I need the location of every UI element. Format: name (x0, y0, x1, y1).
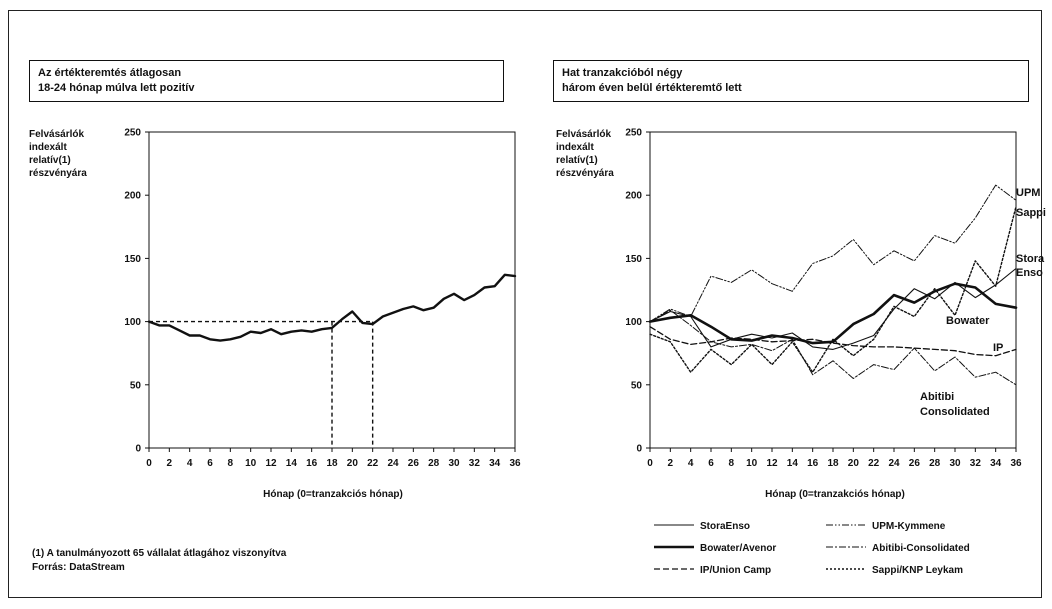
right-x-tick-label: 2 (668, 458, 674, 469)
right-title-box: Hat tranzakcióból négy három éven belül … (553, 60, 1029, 102)
right-ylabel-line-1: Felvásárlók (556, 129, 612, 140)
right-x-tick-label: 32 (970, 458, 982, 469)
right-x-tick-label: 20 (848, 458, 860, 469)
left-ylabel-line-4: részvényára (29, 168, 87, 179)
footnote: (1) A tanulmányozott 65 vállalat átlagáh… (32, 548, 287, 559)
right-ylabel-line-4: részvényára (556, 168, 614, 179)
left-x-tick-label: 32 (469, 458, 481, 469)
left-ylabel-line-2: indexált (29, 142, 67, 153)
left-x-tick-label: 30 (448, 458, 460, 469)
left-y-tick-label: 150 (124, 254, 141, 265)
right-y-tick-label: 50 (631, 380, 643, 391)
right-x-tick-label: 8 (729, 458, 735, 469)
left-ylabel-line-1: Felvásárlók (29, 129, 85, 140)
left-x-tick-label: 28 (428, 458, 440, 469)
left-series-line (147, 273, 517, 342)
legend-label: Bowater/Avenor (700, 543, 776, 554)
right-x-tick-label: 10 (746, 458, 758, 469)
series-abitibi-consolidated (649, 309, 1017, 386)
left-x-axis-label: Hónap (0=tranzakciós hónap) (263, 489, 403, 500)
left-x-tick-label: 14 (286, 458, 298, 469)
right-x-tick-label: 6 (708, 458, 714, 469)
left-x-tick-label: 4 (187, 458, 193, 469)
legend-label: IP/Union Camp (700, 565, 771, 576)
right-x-tick-label: 34 (990, 458, 1002, 469)
series-storaenso (649, 267, 1017, 350)
left-y-tick-label: 50 (130, 380, 142, 391)
left-x-tick-label: 8 (228, 458, 234, 469)
left-x-tick-label: 26 (408, 458, 420, 469)
right-x-tick-label: 16 (807, 458, 819, 469)
series-bowater-avenor (648, 282, 1018, 345)
right-x-tick-label: 28 (929, 458, 941, 469)
left-title-line-2: 18-24 hónap múlva lett pozitív (38, 82, 195, 94)
right-title-line-1: Hat tranzakcióból négy (562, 67, 683, 79)
left-title-box: Az értékteremtés átlagosan 18-24 hónap m… (29, 60, 504, 102)
series-upm-kymmene (649, 184, 1017, 323)
left-x-tick-label: 18 (326, 458, 338, 469)
end-label: Stora (1016, 253, 1045, 265)
right-y-tick-label: 200 (625, 191, 642, 202)
end-label: Sappi (1016, 207, 1046, 219)
right-x-tick-label: 18 (827, 458, 839, 469)
left-x-tick-label: 34 (489, 458, 501, 469)
right-ylabel-line-2: indexált (556, 142, 594, 153)
left-x-tick-label: 12 (265, 458, 277, 469)
figure-frame (8, 10, 1042, 598)
right-x-axis-label: Hónap (0=tranzakciós hónap) (765, 489, 905, 500)
series-sappi-knp-leykam (649, 205, 1017, 373)
legend: StoraEnso Bowater/Avenor IP/Union Camp UPM-… (654, 521, 970, 576)
right-y-tick-label: 100 (625, 317, 642, 328)
left-y-axis-label: Felvásárlók indexált relatív(1) részvény… (29, 128, 87, 180)
legend-label: Sappi/KNP Leykam (872, 565, 963, 576)
left-x-tick-label: 10 (245, 458, 257, 469)
left-x-tick-label: 2 (167, 458, 173, 469)
end-label: Enso (1016, 267, 1043, 279)
left-x-tick-label: 16 (306, 458, 318, 469)
left-x-tick-label: 36 (509, 458, 521, 469)
left-x-tick-label: 20 (347, 458, 359, 469)
right-y-tick-label: 250 (625, 128, 642, 139)
right-x-tick-label: 14 (787, 458, 799, 469)
left-x-tick-label: 6 (207, 458, 213, 469)
right-x-tick-label: 4 (688, 458, 694, 469)
right-plot-area (649, 131, 1017, 449)
right-ylabel-line-3: relatív(1) (556, 155, 598, 166)
right-x-tick-label: 12 (766, 458, 778, 469)
right-x-tick-label: 30 (949, 458, 961, 469)
right-y-tick-label: 0 (636, 444, 642, 455)
left-ylabel-line-3: relatív(1) (29, 155, 71, 166)
left-y-tick-label: 250 (124, 128, 141, 139)
right-x-tick-label: 26 (909, 458, 921, 469)
end-label: Consolidated (920, 406, 990, 418)
left-title-line-1: Az értékteremtés átlagosan (38, 67, 182, 79)
source-note: Forrás: DataStream (32, 562, 125, 573)
end-label: UPM (1016, 187, 1040, 199)
right-y-axis-label: Felvásárlók indexált relatív(1) részvény… (556, 128, 614, 180)
right-x-tick-label: 24 (888, 458, 900, 469)
right-y-tick-label: 150 (625, 254, 642, 265)
right-x-tick-label: 36 (1010, 458, 1022, 469)
left-y-tick-label: 0 (135, 444, 141, 455)
legend-label: UPM-Kymmene (872, 521, 946, 532)
end-label: Abitibi (920, 391, 954, 403)
end-label: IP (993, 342, 1003, 354)
left-y-tick-label: 200 (124, 191, 141, 202)
left-y-tick-label: 100 (124, 317, 141, 328)
left-x-tick-label: 24 (387, 458, 399, 469)
right-x-tick-label: 0 (647, 458, 653, 469)
right-x-tick-label: 22 (868, 458, 880, 469)
legend-label: StoraEnso (700, 521, 750, 532)
end-label: Bowater (946, 315, 990, 327)
left-x-tick-label: 22 (367, 458, 379, 469)
legend-label: Abitibi-Consolidated (872, 543, 970, 554)
left-x-tick-label: 0 (146, 458, 152, 469)
right-title-line-2: három éven belül értékteremtő lett (562, 82, 742, 94)
